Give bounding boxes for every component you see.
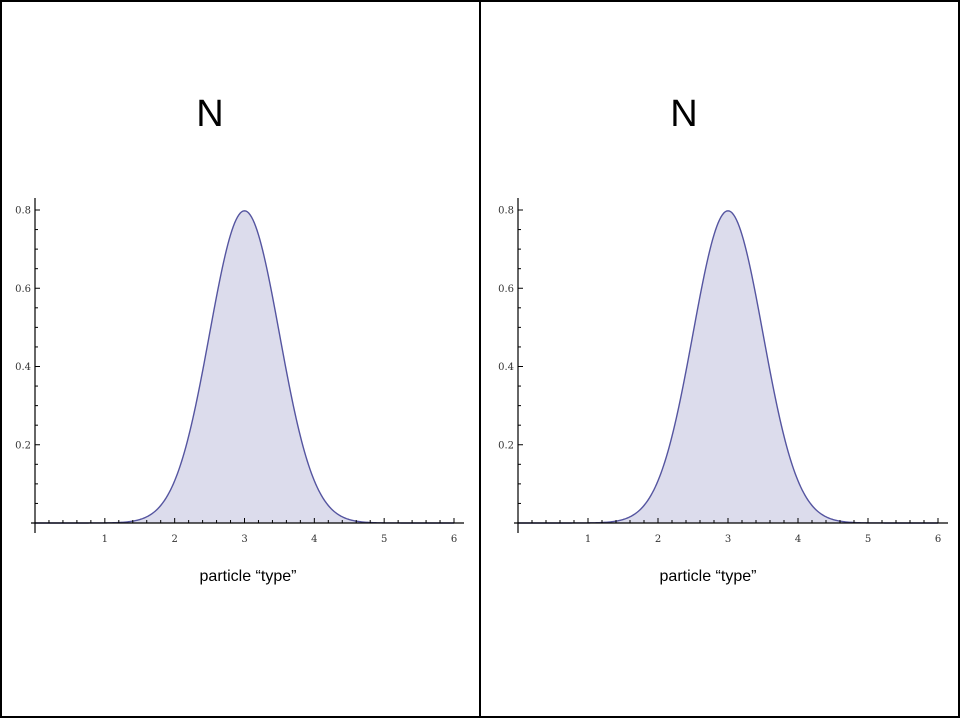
- y-tick-label: 0.6: [15, 284, 31, 295]
- gaussian-chart-right: 1 2 3 4 5 6 0.2 0.4 0.6 0.8: [498, 198, 948, 545]
- right-panel: N 1 2 3 4 5 6 0.2 0.4 0.6 0.8 particle “type”: [479, 0, 960, 718]
- x-tick-label: 1: [102, 534, 108, 545]
- curve-area: [35, 210, 454, 523]
- x-tick-label: 6: [935, 534, 941, 545]
- y-tick-label: 0.6: [498, 284, 514, 295]
- x-tick-label: 4: [795, 534, 801, 545]
- y-tick-label: 0.4: [15, 362, 31, 373]
- x-tick-label: 2: [171, 534, 177, 545]
- panel-title: N: [670, 93, 698, 135]
- x-axis-label: particle “type”: [199, 568, 297, 585]
- x-tick-label: 5: [381, 534, 387, 545]
- y-tick-label: 0.4: [498, 362, 514, 373]
- y-tick-label: 0.8: [15, 206, 31, 217]
- x-tick-label: 4: [311, 534, 317, 545]
- left-panel: N 1 2 3 4 5 6 0.2 0.4 0.6 0.8 particle “type”: [0, 0, 481, 718]
- x-tick-label: 1: [585, 534, 591, 545]
- gaussian-chart-left: 1 2 3 4 5 6 0.2 0.4 0.6 0.8: [15, 198, 464, 545]
- y-tick-label: 0.2: [15, 440, 31, 451]
- curve-area: [518, 210, 938, 523]
- panel-title: N: [196, 93, 224, 135]
- y-tick-label: 0.2: [498, 440, 514, 451]
- x-tick-label: 3: [241, 534, 247, 545]
- x-tick-label: 6: [451, 534, 457, 545]
- x-tick-label: 2: [655, 534, 661, 545]
- x-tick-label: 5: [865, 534, 871, 545]
- x-axis-label: particle “type”: [659, 568, 757, 585]
- x-tick-label: 3: [725, 534, 731, 545]
- y-tick-label: 0.8: [498, 206, 514, 217]
